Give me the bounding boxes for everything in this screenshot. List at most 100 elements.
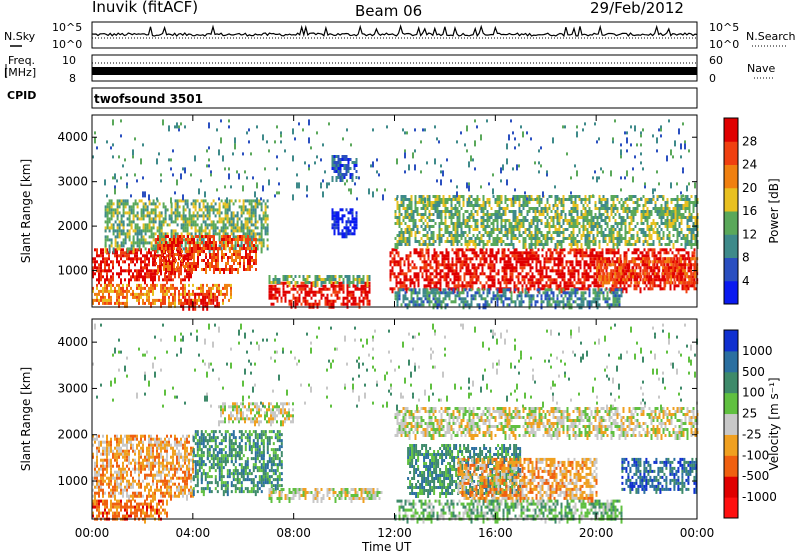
scatter-cell <box>274 296 277 300</box>
scatter-cell <box>639 278 642 282</box>
scatter-cell <box>150 247 153 251</box>
scatter-cell <box>448 288 451 292</box>
scatter-cell <box>465 284 468 288</box>
scatter-cell <box>533 281 536 285</box>
scatter-cell <box>244 220 247 227</box>
scatter-cell <box>576 204 579 210</box>
scatter-cell <box>210 292 212 299</box>
scatter-cell <box>192 217 195 221</box>
scatter-cell <box>573 269 576 273</box>
scatter-cell <box>690 237 693 243</box>
scatter-cell <box>590 231 593 234</box>
scatter-cell <box>116 272 118 276</box>
scatter-cell <box>332 290 335 294</box>
scatter-cell <box>150 301 152 308</box>
scatter-cell <box>191 247 193 250</box>
scatter-cell <box>193 253 195 256</box>
scatter-cell <box>461 260 464 267</box>
scatter-cell <box>255 268 257 271</box>
scatter-cell <box>601 251 604 255</box>
scatter-cell <box>434 297 437 301</box>
scatter-cell <box>406 210 409 213</box>
scatter-cell <box>150 241 153 245</box>
scatter-cell <box>344 296 347 300</box>
scatter-cell <box>106 301 108 305</box>
scatter-cell <box>527 278 530 282</box>
scatter-cell <box>691 251 694 255</box>
scatter-cell <box>140 272 142 279</box>
scatter-cell <box>577 251 580 255</box>
scatter-cell <box>608 228 611 231</box>
scatter-cell <box>409 284 412 288</box>
scatter-cell <box>112 208 115 212</box>
scatter-cell <box>579 254 582 258</box>
scatter-cell <box>206 223 209 227</box>
scatter-cell <box>466 216 469 219</box>
scatter-cell <box>116 301 118 305</box>
scatter-cell <box>420 243 423 246</box>
scatter-cell <box>416 213 419 216</box>
scatter-cell <box>171 247 173 250</box>
scatter-cell <box>555 248 558 252</box>
scatter-cell <box>216 289 218 293</box>
scatter-cell <box>616 243 619 249</box>
scatter-cell <box>442 300 445 304</box>
scatter-cell <box>258 238 261 242</box>
scatter-cell <box>186 272 188 276</box>
scatter-cell <box>584 210 587 216</box>
scatter-cell <box>333 229 336 236</box>
scatter-cell <box>180 244 183 248</box>
scatter-cell <box>543 263 546 270</box>
scatter-cell <box>314 293 317 297</box>
scatter-cell <box>136 286 138 290</box>
scatter-cell <box>430 204 433 210</box>
scatter-cell <box>662 222 665 225</box>
scatter-cell <box>598 198 601 201</box>
scatter-cell <box>430 234 433 237</box>
scatter-cell <box>655 278 658 282</box>
scatter-cell <box>438 237 441 240</box>
scatter-cell <box>102 275 104 279</box>
scatter-cell <box>106 223 109 227</box>
scatter-cell <box>208 205 211 209</box>
scatter-cell <box>588 243 591 249</box>
scatter-cell <box>194 214 197 218</box>
scatter-cell <box>559 284 562 288</box>
scatter-cell <box>441 275 444 279</box>
scatter-cell <box>624 240 627 243</box>
scatter-cell <box>636 234 639 237</box>
scatter-cell <box>663 248 666 252</box>
scatter-cell <box>448 210 451 213</box>
scatter-cell <box>608 216 611 222</box>
scatter-cell <box>92 286 94 290</box>
scatter-cell <box>169 244 171 247</box>
scatter-cell <box>296 296 299 303</box>
scatter-cell <box>414 303 417 307</box>
scatter-cell <box>148 257 150 264</box>
scatter-cell <box>134 214 137 218</box>
scatter-cell <box>142 278 144 282</box>
scatter-cell <box>639 269 642 273</box>
scatter-cell <box>561 269 564 276</box>
scatter-cell <box>528 195 531 198</box>
scatter-cell <box>689 284 692 288</box>
scatter-cell <box>400 234 403 237</box>
scatter-cell <box>179 244 181 247</box>
scatter-cell <box>686 240 689 246</box>
scatter-cell <box>471 278 474 282</box>
scatter-cell <box>406 213 409 216</box>
scatter-cell <box>205 256 207 259</box>
scatter-cell <box>441 263 444 267</box>
scatter-cell <box>108 244 111 248</box>
scatter-cell <box>686 207 689 210</box>
scatter-cell <box>433 275 436 279</box>
scatter-cell <box>225 265 227 268</box>
scatter-cell <box>512 234 515 237</box>
scatter-cell <box>496 219 499 222</box>
scatter-cell <box>225 262 227 265</box>
scatter-cell <box>675 254 678 258</box>
scatter-cell <box>644 213 647 216</box>
scatter-cell <box>179 247 181 250</box>
scatter-cell <box>389 254 392 258</box>
scatter-cell <box>688 204 691 207</box>
